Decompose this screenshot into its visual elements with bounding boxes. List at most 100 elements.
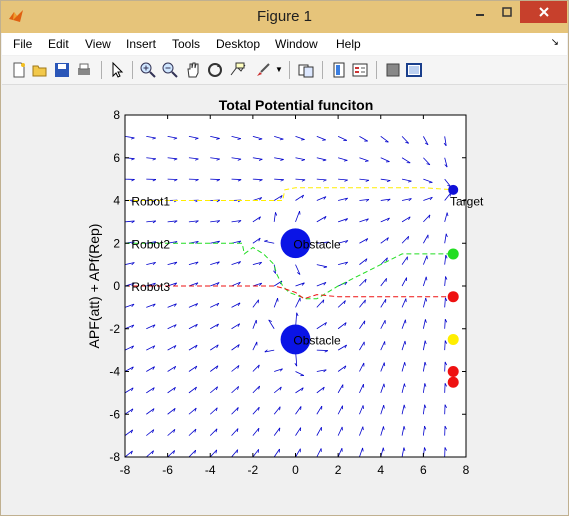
- pointer-icon[interactable]: [108, 61, 126, 79]
- field-arrow: [401, 256, 408, 265]
- field-arrow-head: [195, 261, 199, 265]
- field-arrow-head: [279, 386, 282, 391]
- field-arrow: [380, 320, 386, 329]
- minimize-button[interactable]: [466, 1, 493, 23]
- new-figure-icon[interactable]: [10, 61, 28, 79]
- field-arrow-head: [237, 158, 242, 161]
- field-arrow: [338, 178, 348, 181]
- field-arrow-head: [344, 281, 348, 286]
- field-arrow-head: [407, 236, 410, 240]
- field-arrow: [188, 407, 197, 415]
- field-arrow: [401, 277, 407, 287]
- field-arrow-head: [323, 282, 327, 286]
- field-arrow: [188, 220, 199, 223]
- robot-paths: [125, 187, 454, 300]
- rotate-3d-icon[interactable]: [206, 61, 224, 79]
- field-arrow-head: [216, 179, 221, 182]
- link-icon[interactable]: [297, 61, 315, 79]
- save-icon[interactable]: [53, 61, 71, 79]
- field-arrow-head: [174, 220, 178, 224]
- field-arrow: [209, 386, 218, 394]
- brush-dropdown-icon[interactable]: ▼: [275, 65, 283, 74]
- title-bar[interactable]: Figure 1: [1, 1, 568, 33]
- field-arrow-head: [216, 282, 220, 286]
- show-plot-tools-icon[interactable]: [405, 61, 423, 79]
- legend-icon[interactable]: [351, 61, 369, 79]
- maximize-button[interactable]: [493, 1, 520, 23]
- field-arrow: [338, 261, 348, 266]
- menu-view[interactable]: View: [85, 37, 111, 51]
- field-arrow-head: [131, 366, 134, 371]
- plot-labels: Robot1 Robot2 Robot3 Obstacle Obstacle Target: [131, 195, 484, 348]
- field-arrow: [380, 257, 388, 265]
- field-arrow: [167, 135, 178, 139]
- field-arrow: [295, 448, 301, 458]
- robot-path-2: [125, 242, 454, 300]
- menu-insert[interactable]: Insert: [126, 37, 157, 51]
- field-arrow-head: [152, 429, 155, 434]
- field-arrow-head: [301, 194, 305, 199]
- field-arrow-head: [216, 323, 219, 328]
- field-arrow-head: [216, 158, 220, 161]
- robot-marker: [447, 366, 459, 377]
- data-cursor-icon[interactable]: [229, 61, 247, 79]
- field-arrow: [316, 405, 323, 415]
- field-arrow-head: [403, 426, 406, 430]
- zoom-in-icon[interactable]: [139, 61, 157, 79]
- y-axis-label: APF(att) + APf(Rep): [86, 224, 102, 349]
- x-tick-label: 4: [377, 463, 384, 477]
- field-arrow: [337, 426, 343, 436]
- field-arrow: [210, 240, 220, 244]
- colorbar-icon[interactable]: [330, 61, 348, 79]
- menu-help[interactable]: Help: [336, 37, 361, 51]
- plot-text-label: Obstacle: [293, 334, 341, 348]
- menu-window[interactable]: Window: [275, 37, 318, 51]
- field-arrow-head: [444, 447, 447, 451]
- print-icon[interactable]: [75, 61, 93, 79]
- menu-edit[interactable]: Edit: [48, 37, 69, 51]
- field-arrow-head: [152, 220, 157, 224]
- dock-arrow-icon[interactable]: ↘: [550, 37, 559, 48]
- field-arrow-head: [173, 387, 176, 391]
- field-arrow: [146, 387, 155, 394]
- field-arrow: [337, 300, 346, 308]
- plot-svg[interactable]: Robot1 Robot2 Robot3 Obstacle Obstacle Target…: [8, 85, 561, 509]
- field-arrow: [359, 238, 368, 244]
- field-arrow-head: [365, 258, 368, 263]
- field-arrow: [210, 323, 219, 330]
- field-arrow: [188, 428, 197, 436]
- field-arrow-head: [301, 282, 305, 286]
- field-arrow-head: [258, 237, 261, 242]
- field-arrow: [401, 362, 406, 372]
- figure-canvas[interactable]: Robot1 Robot2 Robot3 Obstacle Obstacle Target…: [8, 85, 561, 509]
- field-arrow-head: [258, 262, 262, 265]
- field-arrow: [316, 448, 322, 458]
- field-arrow-head: [131, 324, 135, 329]
- field-arrow-head: [236, 449, 239, 454]
- field-arrow-head: [257, 299, 260, 304]
- field-arrow: [316, 264, 328, 268]
- menu-file[interactable]: File: [13, 37, 33, 51]
- field-arrow-head: [323, 266, 328, 269]
- field-arrow: [380, 136, 389, 143]
- field-arrow: [210, 282, 220, 287]
- brush-icon[interactable]: [254, 61, 272, 79]
- pan-icon[interactable]: [184, 61, 202, 79]
- menu-desktop[interactable]: Desktop: [216, 37, 261, 51]
- field-arrow: [359, 320, 366, 329]
- zoom-out-icon[interactable]: [161, 61, 179, 79]
- field-arrow: [359, 258, 368, 265]
- field-arrow-head: [444, 340, 448, 344]
- field-arrow-head: [301, 179, 306, 182]
- field-arrow-head: [323, 369, 327, 373]
- field-arrow-head: [173, 429, 176, 433]
- menu-tools[interactable]: Tools: [172, 37, 201, 51]
- field-arrow-head: [425, 297, 427, 302]
- close-button[interactable]: [520, 1, 567, 23]
- open-file-icon[interactable]: [31, 61, 49, 79]
- hide-plot-tools-icon[interactable]: [384, 61, 402, 79]
- field-arrow: [359, 299, 366, 308]
- field-arrow: [295, 406, 302, 415]
- field-arrow-head: [301, 387, 304, 392]
- field-arrow-head: [259, 197, 263, 201]
